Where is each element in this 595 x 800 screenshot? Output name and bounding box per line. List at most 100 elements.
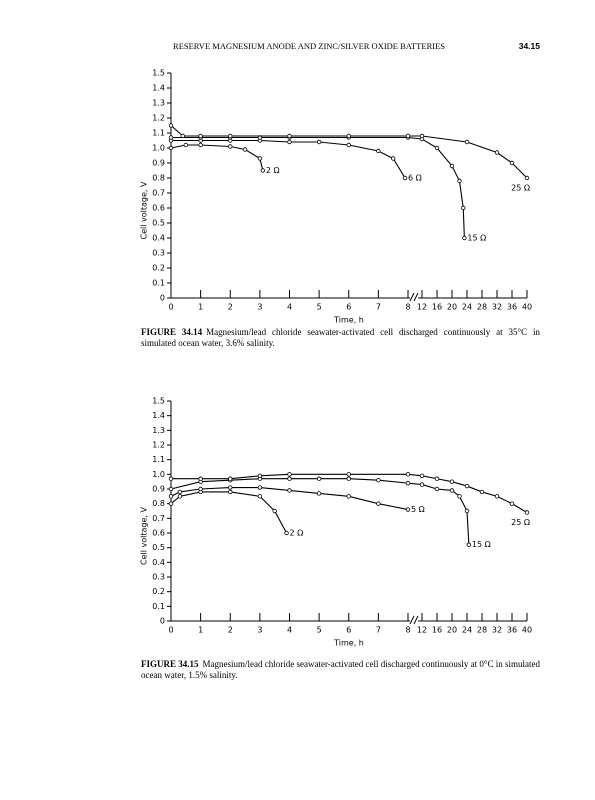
y-tick-label: 0.3: [152, 573, 165, 582]
y-tick-label: 0.1: [152, 602, 165, 611]
x-tick-label: 7: [376, 626, 381, 635]
y-tick-label: 1.5: [152, 69, 165, 78]
data-point: [257, 485, 263, 490]
running-header: RESERVE MAGNESIUM ANODE AND ZINC/SILVER …: [173, 41, 445, 51]
data-point: [287, 488, 292, 493]
series-line: [171, 139, 406, 179]
x-tick-label: 1: [198, 626, 203, 635]
data-point: [183, 142, 189, 148]
data-point: [168, 145, 174, 151]
data-point: [419, 482, 425, 487]
data-point: [390, 156, 396, 161]
y-axis-label: Cell voltage, V: [140, 507, 149, 565]
data-point: [449, 479, 455, 484]
y-tick-label: 1.0: [152, 470, 165, 479]
data-point: [257, 473, 263, 478]
caption: FIGURE 34.15 Magnesium/lead chloride seaw…: [141, 659, 540, 681]
x-tick-label: 0: [168, 303, 173, 312]
y-tick-label: 0.5: [152, 543, 165, 552]
x-tick-label: 20: [447, 626, 457, 635]
data-point: [376, 478, 381, 483]
data-point: [228, 485, 233, 490]
y-tick-label: 1.3: [152, 99, 165, 108]
y-tick-label: 1.5: [152, 397, 165, 406]
data-point: [177, 489, 183, 495]
data-point: [168, 494, 174, 499]
series-line: [170, 491, 288, 534]
data-point: [198, 133, 203, 139]
data-point: [449, 163, 455, 169]
data-point: [434, 486, 440, 492]
x-tick-label: 28: [477, 626, 487, 635]
x-tick-label: 16: [432, 303, 442, 312]
x-tick-label: 40: [522, 626, 532, 635]
series-label: 15 Ω: [472, 540, 491, 549]
data-point: [316, 476, 322, 481]
data-point: [228, 144, 233, 149]
series-line: [171, 136, 465, 239]
data-point: [524, 510, 530, 515]
data-point: [376, 501, 381, 506]
y-tick-label: 0.5: [152, 219, 165, 228]
data-point: [284, 530, 289, 536]
data-point: [228, 489, 233, 495]
x-tick-label: 1: [198, 303, 203, 312]
axis-break: [409, 292, 419, 302]
x-tick-label: 5: [317, 303, 322, 312]
y-tick-label: 0: [160, 617, 165, 626]
series-label: 2 Ω: [266, 166, 280, 175]
y-tick-label: 0.2: [152, 264, 165, 273]
series-line: [170, 144, 264, 171]
y-axis-label: Cell voltage, V: [140, 181, 149, 239]
y-tick-label: 0.9: [152, 159, 165, 168]
y-tick-label: 0.8: [152, 499, 165, 508]
data-point: [419, 133, 425, 139]
y-tick-label: 0.1: [152, 279, 165, 288]
data-point: [180, 133, 186, 139]
x-tick-label: 32: [492, 626, 502, 635]
caption-label: FIGURE 34.14: [141, 327, 203, 337]
data-point: [509, 160, 515, 166]
data-point: [466, 542, 472, 547]
y-tick-label: 0.4: [152, 558, 165, 567]
y-tick-label: 0.6: [152, 204, 165, 213]
data-point: [257, 156, 263, 161]
x-tick-label: 24: [462, 626, 472, 635]
data-point: [168, 476, 174, 481]
y-tick-label: 0.4: [152, 234, 165, 243]
x-tick-label: 32: [492, 303, 502, 312]
data-point: [198, 476, 203, 481]
x-tick-label: 6: [346, 303, 351, 312]
y-tick-label: 1.2: [152, 441, 165, 450]
x-axis-label: Time, h: [333, 316, 364, 325]
data-point: [461, 205, 466, 211]
data-point: [242, 147, 248, 152]
series-label: 6 Ω: [408, 174, 422, 183]
data-point: [198, 486, 203, 492]
series-line: [170, 125, 528, 179]
series-label: 15 Ω: [467, 234, 486, 243]
data-point: [376, 148, 381, 154]
caption-text: Magnesium/lead chloride seawater-activat…: [141, 327, 540, 348]
x-tick-label: 7: [376, 303, 381, 312]
x-tick-label: 36: [507, 303, 517, 312]
caption-text: Magnesium/lead chloride seawater-activat…: [141, 659, 540, 680]
x-tick-label: 4: [287, 626, 292, 635]
data-point: [316, 491, 322, 496]
data-point: [405, 480, 411, 486]
data-point: [464, 139, 470, 145]
data-point: [434, 145, 440, 151]
data-point: [405, 507, 411, 512]
data-point: [168, 501, 174, 506]
y-tick-label: 1.1: [152, 455, 165, 464]
x-tick-label: 24: [462, 303, 472, 312]
data-point: [509, 501, 515, 506]
data-point: [228, 133, 233, 139]
y-tick-label: 1.1: [152, 129, 165, 138]
y-tick-label: 0.2: [152, 587, 165, 596]
y-tick-label: 1.3: [152, 426, 165, 435]
data-point: [462, 235, 467, 241]
data-point: [260, 168, 266, 173]
y-tick-label: 0.8: [152, 174, 165, 183]
